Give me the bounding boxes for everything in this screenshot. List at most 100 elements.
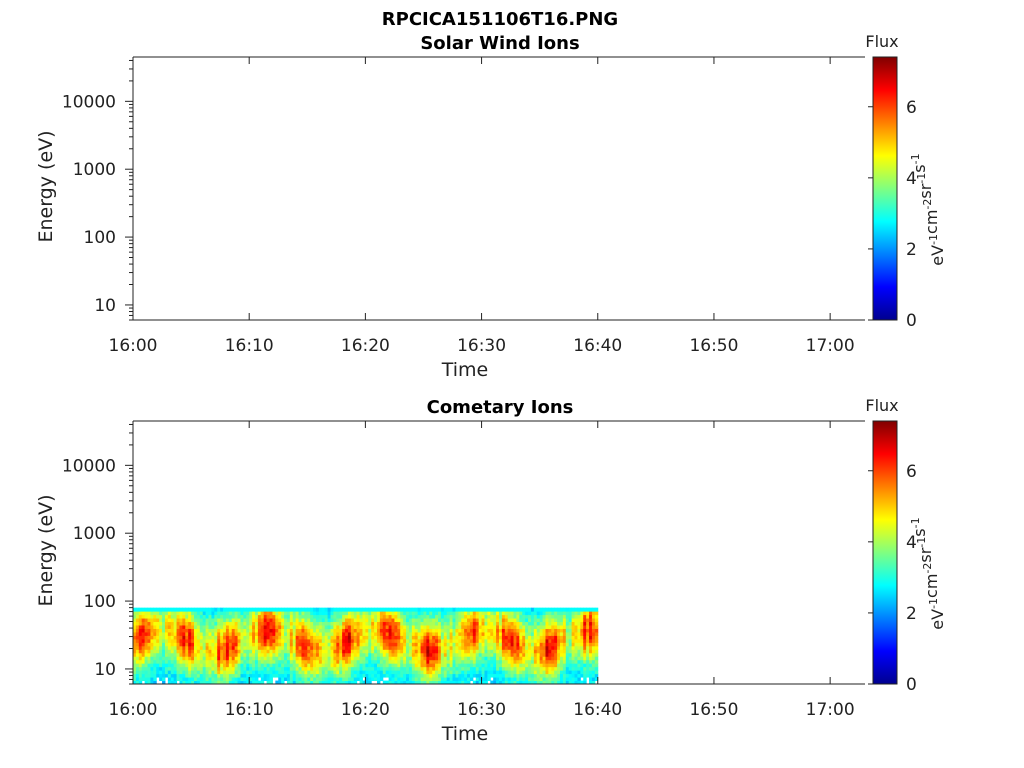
spectrogram-cell xyxy=(499,680,503,684)
spectrogram-cell xyxy=(237,611,241,616)
spectrogram-cell xyxy=(545,614,549,619)
spectrogram-cell xyxy=(446,611,451,616)
spectrogram-cell xyxy=(182,663,186,668)
spectrogram-cell xyxy=(594,659,599,664)
spectrogram-cell xyxy=(205,663,210,668)
spectrogram-cell xyxy=(440,607,445,612)
spectrogram-cell xyxy=(263,628,268,633)
spectrogram-cell xyxy=(365,635,369,640)
spectrogram-cell xyxy=(487,659,491,664)
spectrogram-cell xyxy=(464,611,468,616)
spectrogram-cell xyxy=(191,680,195,684)
spectrogram-cell xyxy=(278,645,282,650)
spectrogram-cell xyxy=(170,621,175,626)
spectrogram-cell xyxy=(246,614,250,619)
x-tick-label: 16:20 xyxy=(341,700,390,720)
spectrogram-cell xyxy=(379,656,384,661)
spectrogram-cell xyxy=(199,625,204,629)
spectrogram-cell xyxy=(356,642,361,647)
spectrogram-cell xyxy=(156,642,160,647)
spectrogram-cell xyxy=(379,607,384,612)
spectrogram-cell xyxy=(330,638,334,643)
spectrogram-cell xyxy=(237,677,241,682)
spectrogram-cell xyxy=(214,611,218,616)
spectrogram-cell xyxy=(525,659,529,664)
spectrogram-cell xyxy=(179,670,183,675)
spectrogram-cell xyxy=(551,618,555,623)
spectrogram-cell xyxy=(336,638,340,643)
spectrogram-cell xyxy=(135,631,140,636)
spectrogram-cell xyxy=(153,645,157,650)
spectrogram-cell xyxy=(217,670,221,675)
panel-solar-wind: 16:00 16:10 16:20 16:30 16:40 16:50 17:00Time1… xyxy=(35,32,947,381)
spectrogram-cell xyxy=(580,666,584,671)
spectrogram-cell xyxy=(257,666,262,671)
spectrogram-cell xyxy=(545,611,549,616)
spectrogram-cell xyxy=(162,673,166,678)
spectrogram-cell xyxy=(292,656,297,661)
spectrogram-cell xyxy=(347,628,352,633)
spectrogram-cell xyxy=(362,680,366,684)
spectrogram-cell xyxy=(594,652,599,657)
spectrogram-cell xyxy=(356,663,361,668)
spectrogram-cell xyxy=(330,656,334,661)
spectrogram-cell xyxy=(260,649,265,654)
spectrogram-cell xyxy=(275,642,279,647)
spectrogram-cell xyxy=(484,645,488,650)
spectrogram-cell xyxy=(516,645,520,650)
spectrogram-cell xyxy=(362,631,366,636)
spectrogram-cell xyxy=(266,625,271,629)
spectrogram-cell xyxy=(144,631,149,636)
spectrogram-cell xyxy=(539,628,544,633)
spectrogram-cell xyxy=(478,659,483,664)
spectrogram-cell xyxy=(551,614,555,619)
spectrogram-cell xyxy=(391,659,395,664)
spectrogram-cell xyxy=(330,666,334,671)
spectrogram-cell xyxy=(249,677,253,682)
spectrogram-cell xyxy=(243,680,247,684)
spectrogram-cell xyxy=(501,614,506,619)
spectrogram-cell xyxy=(519,628,523,633)
spectrogram-cell xyxy=(545,628,549,633)
spectrogram-cell xyxy=(362,618,366,623)
spectrogram-cell xyxy=(176,621,180,626)
spectrogram-cell xyxy=(478,614,483,619)
spectrogram-cell xyxy=(539,652,544,657)
spectrogram-cell xyxy=(304,677,308,682)
spectrogram-cell xyxy=(411,635,416,640)
spectrogram-cell xyxy=(542,670,546,675)
spectrogram-cell xyxy=(461,663,465,668)
spectrogram-cell xyxy=(362,656,366,661)
spectrogram-cell xyxy=(295,673,300,678)
spectrogram-cell xyxy=(533,659,538,664)
spectrogram-cell xyxy=(586,607,590,612)
spectrogram-cell xyxy=(220,677,224,682)
spectrogram-cell xyxy=(368,656,372,661)
spectrogram-cell xyxy=(182,614,186,619)
spectrogram-cell xyxy=(452,631,456,636)
spectrogram-cell xyxy=(580,638,584,643)
spectrogram-cell xyxy=(365,656,369,661)
spectrogram-cell xyxy=(173,673,178,678)
spectrogram-cell xyxy=(173,607,178,612)
spectrogram-cell xyxy=(446,666,451,671)
spectrogram-cell xyxy=(255,618,259,623)
spectrogram-cell xyxy=(557,666,561,671)
spectrogram-cell xyxy=(185,628,189,633)
spectrogram-cell xyxy=(487,666,491,671)
spectrogram-cell xyxy=(391,677,395,682)
spectrogram-cell xyxy=(252,652,256,657)
spectrogram-cell xyxy=(167,607,172,612)
spectrogram-cell xyxy=(286,607,291,612)
spectrogram-cell xyxy=(208,649,212,654)
spectrogram-cell xyxy=(310,625,314,629)
spectrogram-cell xyxy=(272,614,276,619)
spectrogram-cell xyxy=(240,656,244,661)
spectrogram-cell xyxy=(400,628,404,633)
spectrogram-cell xyxy=(196,631,201,636)
spectrogram-cell xyxy=(438,649,442,654)
spectrogram-cell xyxy=(464,638,468,643)
spectrogram-cell xyxy=(580,628,584,633)
spectrogram-cell xyxy=(385,673,390,678)
spectrogram-cell xyxy=(191,614,195,619)
